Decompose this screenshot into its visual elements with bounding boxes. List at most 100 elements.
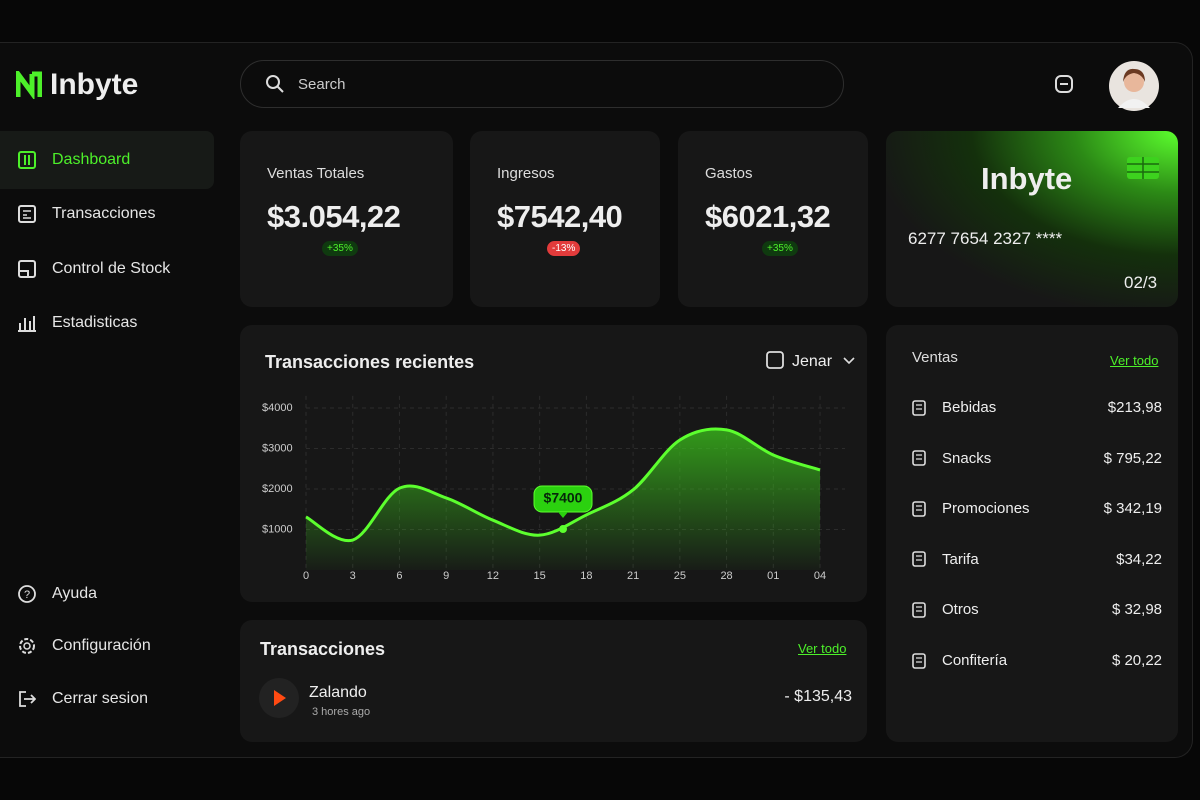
ventas-row[interactable]: Tarifa $34,22 [912, 551, 1162, 568]
transactions-title: Transacciones [260, 639, 386, 659]
search-bar[interactable]: Search [240, 60, 844, 108]
card-brand: Inbyte [981, 161, 1073, 196]
stat-value: $3.054,22 [267, 199, 401, 234]
notification-icon[interactable] [1054, 74, 1074, 94]
x-tick-label: 28 [720, 570, 732, 582]
card-expiry: 02/3 [1124, 273, 1158, 292]
x-tick-label: 0 [303, 570, 309, 582]
ventas-amount: $ 795,22 [1103, 449, 1162, 467]
stat-card: Ventas Totales $3.054,22 +35% [240, 131, 453, 307]
ventas-amount: $ 20,22 [1111, 652, 1162, 669]
ventas-name: Tarifa [942, 550, 979, 568]
ventas-name: Bebidas [942, 399, 997, 416]
x-tick-label: 18 [580, 570, 592, 582]
ventas-row[interactable]: Promociones $ 342,19 [912, 500, 1162, 517]
nav-item[interactable]: Dashboard [0, 131, 214, 189]
nav-item[interactable]: Transacciones [0, 185, 214, 243]
ventas-panel: Ventas Ver todo [886, 325, 1178, 742]
credit-card[interactable]: Inbyte 6277 7654 2327 **** 02/3 [886, 131, 1178, 307]
chart: Transacciones recientes Jenar $1000 $2000… [262, 351, 855, 582]
logo-icon [16, 71, 42, 99]
stat-change: -13% [547, 241, 581, 256]
chart-panel: Transacciones recientes Jenar $1000 $2000… [240, 325, 867, 602]
y-tick-label: $2000 [262, 483, 293, 495]
ventas-name: Snacks [942, 449, 992, 467]
stat-label: Ingresos [497, 165, 555, 182]
area [306, 428, 821, 570]
stat-change: +35% [762, 241, 798, 256]
row-icon [912, 500, 926, 517]
x-tick-label: 25 [674, 570, 686, 582]
stat-change: +35% [322, 241, 358, 256]
annotation-box [533, 485, 593, 513]
nav-icon [18, 316, 36, 332]
ventas-amount: $34,22 [1116, 550, 1162, 568]
ventas-row[interactable]: Bebidas $213,98 [912, 399, 1162, 416]
ventas-amount: $213,98 [1107, 399, 1162, 416]
ventas-name: Promociones [942, 500, 1030, 518]
annotation: $7400 [544, 490, 583, 506]
ventas-row[interactable]: Confitería $ 20,22 [912, 652, 1162, 669]
avatar[interactable] [1108, 60, 1160, 112]
svg-text:?: ? [24, 589, 30, 601]
ventas-name: Otros [942, 601, 979, 619]
row-icon [912, 602, 926, 618]
nav-label: Estadisticas [52, 314, 138, 331]
period-label: Jenar [792, 353, 833, 370]
nav-label: Cerrar sesion [52, 690, 149, 707]
ventas-amount: $ 342,19 [1103, 500, 1162, 518]
chevron [843, 357, 855, 365]
ventas-row[interactable]: Snacks $ 795,22 [912, 450, 1162, 467]
stat-label: Ventas Totales [267, 165, 365, 182]
nav-icon: ? [18, 585, 36, 603]
y-tick-label: $3000 [262, 442, 293, 454]
nav-icon [19, 691, 36, 707]
chart-title: Transacciones recientes [265, 352, 474, 372]
x-tick-label: 21 [627, 570, 639, 582]
search-icon [266, 75, 284, 93]
nav-icon [18, 151, 36, 169]
calendar-icon [766, 351, 784, 369]
stat-card: Ingresos $7542,40 -13% [470, 131, 660, 307]
period-selector[interactable]: Jenar [766, 351, 855, 370]
transactions-link[interactable]: Ver todo [798, 641, 847, 656]
row-icon [912, 551, 926, 568]
nav-icon [18, 205, 36, 223]
y-tick-label: $1000 [262, 523, 293, 535]
nav-label: Ayuda [52, 585, 98, 602]
nav-item[interactable]: Control de Stock [0, 240, 214, 298]
ventas-title: Ventas [912, 349, 958, 366]
row-icon [912, 450, 926, 466]
x-tick-label: 12 [487, 570, 499, 582]
nav-item[interactable]: Configuración [0, 617, 214, 675]
x-tick-label: 15 [534, 570, 546, 582]
nav-label: Control de Stock [52, 260, 171, 277]
nav-label: Transacciones [52, 205, 156, 222]
stat-value: $6021,32 [705, 199, 831, 234]
x-tick-label: 3 [350, 570, 356, 582]
transactions-panel: Transacciones Ver todo Zalando 3 hores a… [240, 620, 867, 742]
y-tick-label: $4000 [262, 402, 293, 414]
ventas-name: Confitería [942, 652, 1008, 669]
transaction-amount: - $135,43 [784, 688, 852, 705]
transaction-time: 3 hores ago [312, 706, 371, 718]
nav-label: Configuración [52, 637, 151, 654]
x-tick-label: 9 [443, 570, 449, 582]
search-placeholder: Search [298, 75, 346, 93]
transaction-name: Zalando [309, 684, 367, 701]
nav-icon [19, 638, 35, 654]
card-chip [1127, 157, 1159, 179]
x-tick-label: 6 [396, 570, 402, 582]
annotation-pointer [558, 512, 569, 519]
nav-item[interactable]: Cerrar sesion [0, 670, 214, 728]
x-tick-label: 01 [767, 570, 779, 582]
x-tick-label: 04 [814, 570, 826, 582]
nav-item[interactable]: Estadisticas [0, 294, 214, 352]
logo: Inbyte [16, 68, 138, 102]
ventas-link[interactable]: Ver todo [1110, 353, 1159, 368]
nav-item[interactable]: ? Ayuda [0, 565, 214, 623]
nav-label: Dashboard [52, 151, 131, 168]
nav-icon [18, 260, 36, 278]
ventas-row[interactable]: Otros $ 32,98 [912, 601, 1162, 618]
